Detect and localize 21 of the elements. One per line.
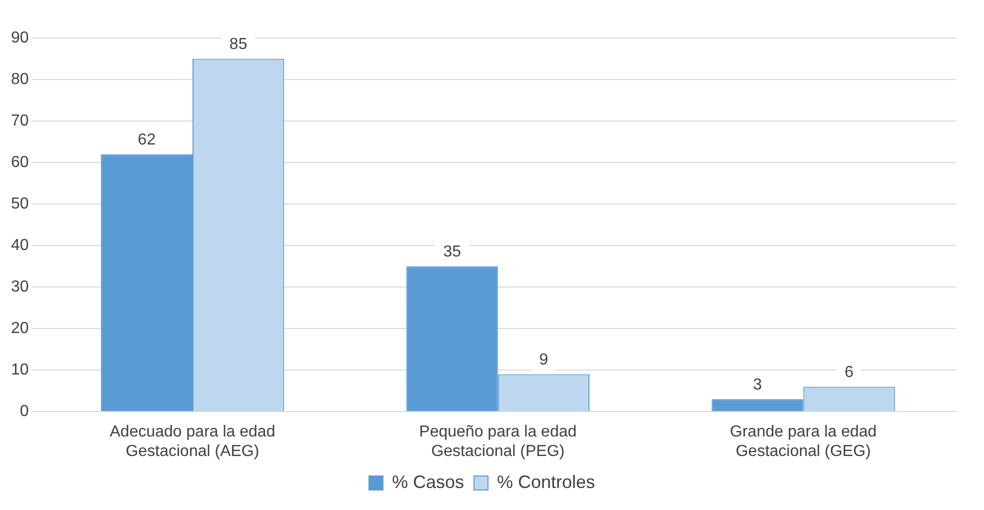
data-label: 6 (844, 364, 854, 382)
y-tick-label: 70 (11, 112, 29, 130)
data-label: 9 (539, 352, 548, 369)
data-label: 62 (138, 132, 156, 149)
y-tick-label: 20 (11, 320, 29, 337)
y-tick-label: 90 (11, 29, 29, 46)
y-tick-label: 30 (11, 278, 29, 296)
y-tick-label: 80 (11, 70, 29, 88)
y-tick-label: 0 (20, 403, 29, 420)
x-tick-label: Grande para la edad Gestacional (GEG) (730, 424, 877, 460)
legend-label: % Controles (496, 472, 596, 492)
data-label: 3 (753, 376, 762, 394)
x-tick-label: Adecuado para la edad Gestacional (AEG) (110, 424, 276, 460)
y-tick-label: 10 (11, 361, 29, 378)
y-tick-label: 60 (11, 154, 29, 171)
y-tick-label: 50 (11, 195, 29, 212)
data-label: 35 (443, 244, 462, 261)
y-tick-label: 40 (11, 236, 29, 254)
x-tick-label: Pequeño para la edad Gestacional (PEG) (419, 424, 577, 460)
data-label: 85 (229, 36, 248, 54)
legend-label: % Casos (392, 472, 464, 492)
